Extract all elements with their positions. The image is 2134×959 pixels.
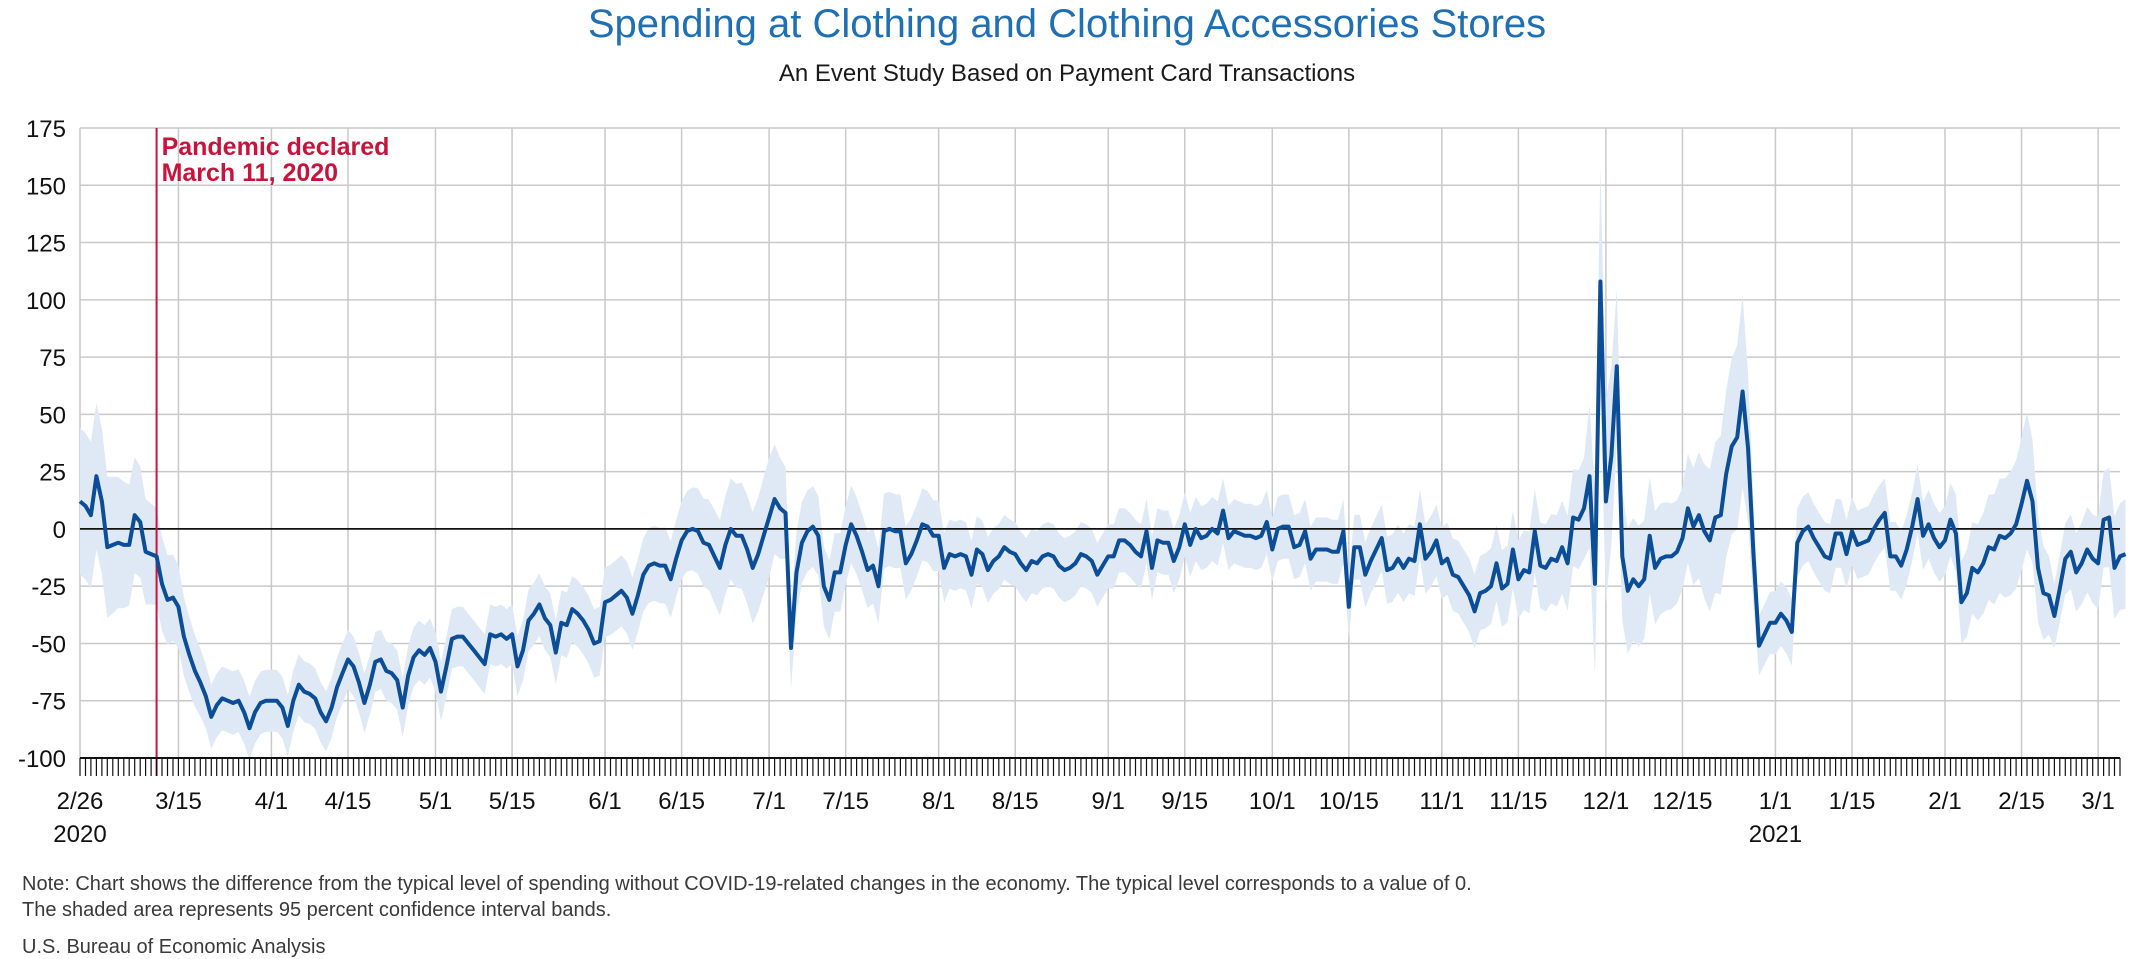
confidence-band-layer [80, 166, 2126, 760]
confidence-band [80, 166, 2126, 760]
x-tick-year-label: 2020 [53, 821, 106, 848]
y-tick-label: 175 [26, 116, 66, 143]
x-tick-label: 11/15 [1489, 788, 1547, 815]
x-tick-label: 9/15 [1161, 788, 1208, 815]
grid [79, 127, 2120, 758]
y-tick-label: 150 [26, 173, 66, 200]
chart-note-line-2: The shaded area represents 95 percent co… [22, 899, 612, 921]
x-tick-label: 5/1 [419, 788, 452, 815]
x-tick-label: 10/15 [1319, 788, 1379, 815]
x-tick-label: 8/15 [992, 788, 1039, 815]
x-tick-label: 5/15 [489, 788, 536, 815]
x-tick-label: 9/1 [1092, 788, 1125, 815]
axes: -100 -75 -50 -25 0 25 50 75 100 125 150 175 2/26 2020… [18, 116, 2121, 848]
chart-subtitle: An Event Study Based on Payment Card Tra… [778, 60, 1356, 87]
y-tick-label: 0 [53, 517, 66, 544]
series-layer [78, 279, 2127, 731]
chart-title: Spending at Clothing and Clothing Access… [587, 2, 1547, 46]
y-tick-label: 75 [39, 345, 66, 372]
chart-note-line-1: Note: Chart shows the difference from th… [22, 873, 1472, 895]
x-tick-label: 4/1 [255, 788, 288, 815]
x-tick-label: 3/1 [2081, 788, 2114, 815]
x-tick-label: 3/15 [155, 788, 202, 815]
x-tick-label: 2/1 [1928, 788, 1961, 815]
chart-source: U.S. Bureau of Economic Analysis [22, 936, 326, 958]
x-tick-label: 1/15 [1829, 788, 1876, 815]
series-line [78, 279, 2127, 731]
y-tick-label: -25 [31, 574, 66, 601]
x-tick-label: 10/1 [1249, 788, 1296, 815]
y-tick-label: 100 [26, 288, 66, 315]
x-tick-label: 11/1 [1419, 788, 1464, 815]
x-tick-label: 7/15 [822, 788, 869, 815]
y-tick-label: 50 [39, 402, 66, 429]
x-tick-label: 6/15 [658, 788, 705, 815]
x-tick-label: 6/1 [588, 788, 621, 815]
y-tick-label: -50 [31, 631, 66, 658]
y-tick-label: 125 [26, 231, 66, 258]
x-tick-label: 12/1 [1583, 788, 1630, 815]
y-tick-label: 25 [39, 460, 66, 487]
x-tick-label: 7/1 [752, 788, 785, 815]
x-tick-label: 1/1 [1759, 788, 1792, 815]
x-tick-label: 2/26 [57, 788, 104, 815]
y-tick-label: -100 [18, 746, 66, 773]
x-axis-day-ticks [79, 758, 2121, 776]
annotation-text-line-2: March 11, 2020 [162, 159, 339, 187]
x-tick-label: 2/15 [1998, 788, 2045, 815]
x-tick-label: 4/15 [325, 788, 372, 815]
x-tick-label: 8/1 [922, 788, 955, 815]
annotation-layer: Pandemic declared March 11, 2020 [155, 128, 390, 776]
annotation-text-line-1: Pandemic declared [162, 133, 390, 161]
x-tick-label: 12/15 [1652, 788, 1712, 815]
x-tick-year-label: 2021 [1749, 821, 1802, 848]
y-tick-label: -75 [31, 689, 66, 716]
